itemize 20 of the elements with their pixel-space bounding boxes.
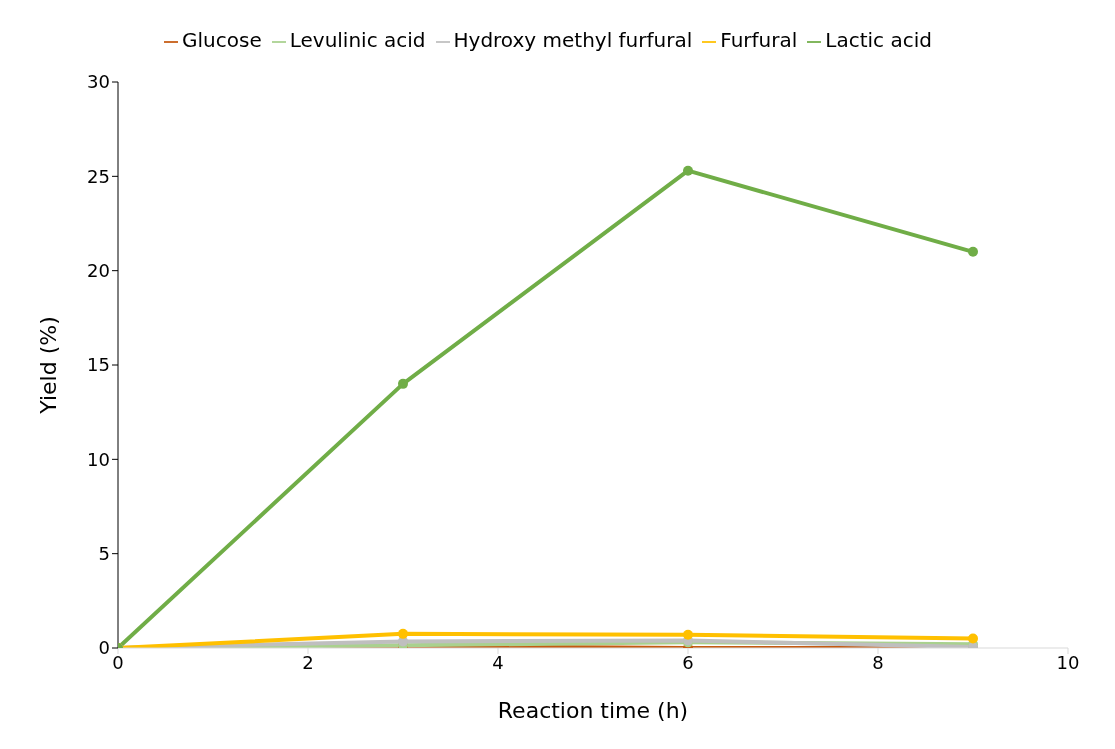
y-axis-title: Yield (%) <box>35 316 61 415</box>
legend-label: Glucose <box>182 28 262 52</box>
legend-label: Furfural <box>720 28 798 52</box>
x-tick-label: 6 <box>682 651 694 673</box>
legend-label: Hydroxy methyl furfural <box>453 28 693 52</box>
y-tick-label: 20 <box>87 260 110 282</box>
x-tick-label: 10 <box>1056 651 1080 673</box>
x-tick-label: 2 <box>302 651 314 673</box>
x-axis-title: Reaction time (h) <box>497 698 689 723</box>
x-tick-label: 8 <box>872 651 884 673</box>
y-tick-label: 25 <box>87 165 110 187</box>
x-tick-label: 0 <box>112 651 124 673</box>
y-tick-label: 10 <box>87 448 110 470</box>
legend-label: Levulinic acid <box>289 28 426 52</box>
y-tick-label: 15 <box>87 354 110 376</box>
y-tick-label: 0 <box>98 637 110 659</box>
y-tick-label: 5 <box>98 543 110 565</box>
y-tick-label: 30 <box>87 71 110 93</box>
legend-label: Lactic acid <box>825 28 932 52</box>
x-tick-label: 4 <box>492 651 504 673</box>
